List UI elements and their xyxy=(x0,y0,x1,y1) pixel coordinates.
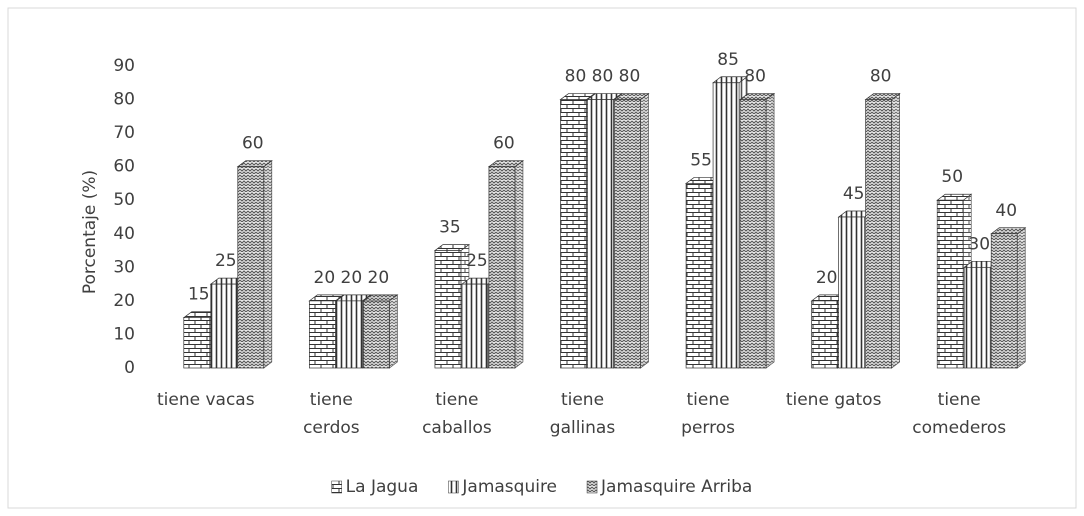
y-axis-label: Porcentaje (%) xyxy=(80,170,100,294)
value-label: 50 xyxy=(941,167,963,187)
x-tick-label: tiene vacas xyxy=(157,390,255,410)
value-label: 80 xyxy=(592,67,614,87)
bar xyxy=(434,250,462,369)
value-label: 20 xyxy=(314,268,336,288)
y-tick-label: 50 xyxy=(113,190,135,210)
value-label: 20 xyxy=(341,268,363,288)
bar xyxy=(712,82,740,369)
bar xyxy=(838,216,865,369)
bar xyxy=(936,199,964,369)
bar xyxy=(739,99,767,369)
value-label: 80 xyxy=(619,67,641,87)
y-tick-label: 40 xyxy=(113,224,135,244)
bar xyxy=(963,266,991,369)
value-label: 20 xyxy=(816,268,838,288)
value-label: 55 xyxy=(690,150,712,170)
value-label: 60 xyxy=(493,134,515,154)
y-tick-label: 80 xyxy=(113,90,135,110)
bar-side xyxy=(263,159,273,369)
bar xyxy=(309,300,336,369)
value-label: 40 xyxy=(995,201,1017,221)
bar xyxy=(183,317,211,369)
bar xyxy=(210,283,238,369)
y-tick-label: 10 xyxy=(113,324,135,344)
value-label: 85 xyxy=(717,50,739,70)
value-label: 80 xyxy=(870,67,892,87)
value-label: 25 xyxy=(215,251,237,271)
bar-side xyxy=(514,159,524,369)
value-label: 30 xyxy=(968,234,990,254)
y-tick-label: 70 xyxy=(113,123,135,143)
bar-side xyxy=(765,92,775,369)
x-tick-label: tiene perros xyxy=(681,390,735,438)
value-label: 25 xyxy=(466,251,488,271)
value-label: 35 xyxy=(439,218,461,238)
x-tick-label: tiene gatos xyxy=(786,390,882,410)
bar xyxy=(363,300,390,369)
value-label: 20 xyxy=(368,268,390,288)
y-tick-label: 20 xyxy=(113,291,135,311)
bar xyxy=(488,166,516,369)
y-tick-label: 30 xyxy=(113,257,135,277)
bar-side xyxy=(640,92,649,369)
bar xyxy=(237,166,265,369)
bar-side xyxy=(891,92,900,369)
x-tick-label: tiene gallinas xyxy=(550,390,616,438)
value-label: 15 xyxy=(188,285,210,305)
value-label: 60 xyxy=(242,134,264,154)
legend-label: Jamasquire xyxy=(461,477,557,497)
bar xyxy=(560,99,587,369)
y-tick-label: 60 xyxy=(113,157,135,177)
bar xyxy=(990,233,1018,369)
y-tick-label: 0 xyxy=(124,358,135,378)
x-tick-label: tiene comederos xyxy=(912,390,1006,438)
bar xyxy=(461,283,489,369)
bar-side xyxy=(1016,227,1026,369)
legend-swatch xyxy=(586,480,598,494)
bar xyxy=(587,99,614,369)
x-tick-label: tiene caballos xyxy=(422,390,492,438)
y-tick-label: 90 xyxy=(113,56,135,76)
value-label: 80 xyxy=(565,67,587,87)
value-label: 45 xyxy=(843,184,865,204)
bar xyxy=(336,300,363,369)
legend-swatch xyxy=(331,480,342,494)
legend-label: La Jagua xyxy=(346,477,419,497)
legend-swatch xyxy=(448,480,459,494)
bar xyxy=(811,300,838,369)
bar-side xyxy=(389,294,398,369)
bar xyxy=(614,99,641,369)
bar xyxy=(685,183,713,369)
x-tick-label: tiene cerdos xyxy=(303,390,360,438)
value-label: 80 xyxy=(744,67,766,87)
bar xyxy=(865,99,892,369)
legend-label: Jamasquire Arriba xyxy=(600,477,752,497)
